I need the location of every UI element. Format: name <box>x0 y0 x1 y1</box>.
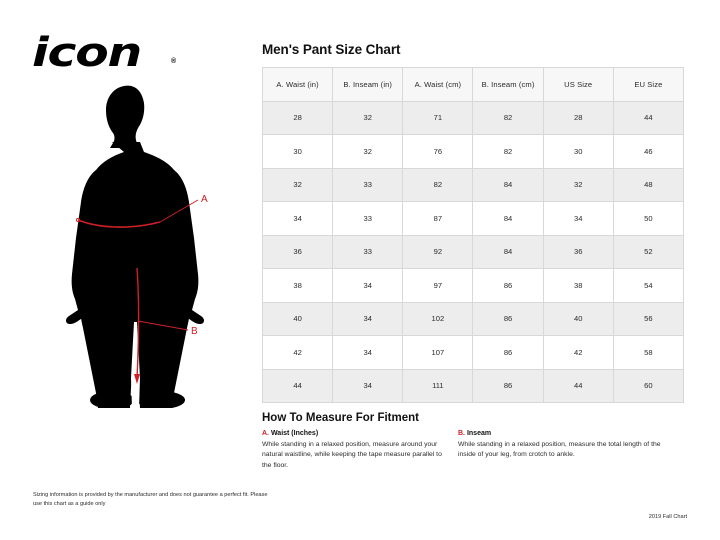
measure-letter-b: B. <box>458 430 465 437</box>
table-row: 30 32 76 82 30 46 <box>261 134 685 169</box>
cell-eu-size: 56 <box>612 301 685 336</box>
measurement-figure: A B <box>20 78 250 408</box>
table-row: 38 34 97 86 38 54 <box>261 268 685 303</box>
table-row: 42 34 107 86 42 58 <box>261 335 685 370</box>
cell-waist-cm: 82 <box>402 167 474 202</box>
cell-inseam-cm: 84 <box>472 234 544 269</box>
cell-inseam-cm: 84 <box>472 167 544 202</box>
cell-inseam-in: 34 <box>332 368 404 403</box>
table-row: 28 32 71 82 28 44 <box>261 100 685 135</box>
cell-us-size: 42 <box>542 335 614 370</box>
cell-waist-cm: 111 <box>402 368 474 403</box>
measure-label-text-inseam: Inseam <box>466 430 492 437</box>
disclaimer-text: Sizing information is provided by the ma… <box>33 492 268 507</box>
column-header-eu-size: EU Size <box>612 67 685 102</box>
column-header-waist-in: A. Waist (in) <box>261 67 334 102</box>
cell-eu-size: 48 <box>612 167 685 202</box>
measure-label-waist: A. Waist (Inches) <box>262 430 452 437</box>
measure-label-inseam: B. Inseam <box>458 430 673 437</box>
male-silhouette-diagram: A B <box>65 85 208 408</box>
cell-waist-in: 28 <box>261 100 334 135</box>
column-header-us-size: US Size <box>542 67 614 102</box>
column-header-inseam-cm: B. Inseam (cm) <box>472 67 544 102</box>
table-row: 44 34 111 86 44 60 <box>261 368 685 403</box>
how-to-measure-heading: How To Measure For Fitment <box>262 412 419 424</box>
cell-inseam-cm: 86 <box>472 301 544 336</box>
measure-text-waist: While standing in a relaxed position, me… <box>262 440 442 469</box>
measure-instruction-inseam: B. Inseam While standing in a relaxed po… <box>458 430 673 461</box>
cell-waist-in: 38 <box>261 268 334 303</box>
registered-trademark-icon: ® <box>171 58 177 65</box>
cell-inseam-cm: 82 <box>472 100 544 135</box>
cell-eu-size: 60 <box>612 368 685 403</box>
table-row: 32 33 82 84 32 48 <box>261 167 685 202</box>
cell-inseam-in: 33 <box>332 201 404 236</box>
silhouette-body <box>65 85 205 408</box>
cell-inseam-in: 34 <box>332 301 404 336</box>
table-row: 40 34 102 86 40 56 <box>261 301 685 336</box>
cell-waist-cm: 71 <box>402 100 474 135</box>
cell-waist-cm: 76 <box>402 134 474 169</box>
cell-us-size: 38 <box>542 268 614 303</box>
measure-text-inseam: While standing in a relaxed position, me… <box>458 440 661 459</box>
cell-waist-in: 30 <box>261 134 334 169</box>
table-row: 36 33 92 84 36 52 <box>261 234 685 269</box>
waist-label-a: A <box>201 194 208 205</box>
cell-inseam-cm: 84 <box>472 201 544 236</box>
brand-wordmark: icon <box>32 30 142 76</box>
cell-us-size: 32 <box>542 167 614 202</box>
cell-waist-cm: 97 <box>402 268 474 303</box>
inseam-label-b: B <box>191 326 198 337</box>
cell-us-size: 40 <box>542 301 614 336</box>
cell-us-size: 44 <box>542 368 614 403</box>
cell-us-size: 28 <box>542 100 614 135</box>
cell-waist-cm: 102 <box>402 301 474 336</box>
cell-eu-size: 46 <box>612 134 685 169</box>
cell-waist-in: 32 <box>261 167 334 202</box>
cell-inseam-in: 33 <box>332 167 404 202</box>
silhouette-feet <box>90 391 185 408</box>
cell-inseam-cm: 86 <box>472 368 544 403</box>
brand-logo: icon ® <box>32 32 182 74</box>
cell-waist-cm: 92 <box>402 234 474 269</box>
table-header-row: A. Waist (in) B. Inseam (in) A. Waist (c… <box>261 67 685 102</box>
table-row: 34 33 87 84 34 50 <box>261 201 685 236</box>
cell-waist-cm: 107 <box>402 335 474 370</box>
measure-letter-a: A. <box>262 430 269 437</box>
cell-inseam-cm: 86 <box>472 268 544 303</box>
cell-inseam-in: 33 <box>332 234 404 269</box>
cell-waist-in: 36 <box>261 234 334 269</box>
chart-season-label: 2019 Fall Chart <box>648 514 687 520</box>
measure-label-text-waist: Waist (Inches) <box>270 430 319 437</box>
page-title: Men's Pant Size Chart <box>262 42 401 57</box>
column-header-inseam-in: B. Inseam (in) <box>332 67 404 102</box>
cell-eu-size: 58 <box>612 335 685 370</box>
cell-waist-in: 44 <box>261 368 334 403</box>
cell-inseam-in: 32 <box>332 100 404 135</box>
cell-waist-cm: 87 <box>402 201 474 236</box>
measure-instruction-waist: A. Waist (Inches) While standing in a re… <box>262 430 452 471</box>
inseam-measure-line <box>134 267 189 384</box>
cell-us-size: 34 <box>542 201 614 236</box>
cell-inseam-in: 34 <box>332 268 404 303</box>
cell-inseam-cm: 82 <box>472 134 544 169</box>
cell-inseam-in: 34 <box>332 335 404 370</box>
cell-waist-in: 42 <box>261 335 334 370</box>
cell-eu-size: 44 <box>612 100 685 135</box>
cell-inseam-cm: 86 <box>472 335 544 370</box>
cell-inseam-in: 32 <box>332 134 404 169</box>
cell-us-size: 36 <box>542 234 614 269</box>
cell-eu-size: 52 <box>612 234 685 269</box>
cell-waist-in: 40 <box>261 301 334 336</box>
size-chart-table: A. Waist (in) B. Inseam (in) A. Waist (c… <box>261 67 685 403</box>
waist-measure-line <box>75 199 199 228</box>
cell-eu-size: 54 <box>612 268 685 303</box>
cell-waist-in: 34 <box>261 201 334 236</box>
cell-us-size: 30 <box>542 134 614 169</box>
cell-eu-size: 50 <box>612 201 685 236</box>
column-header-waist-cm: A. Waist (cm) <box>402 67 474 102</box>
